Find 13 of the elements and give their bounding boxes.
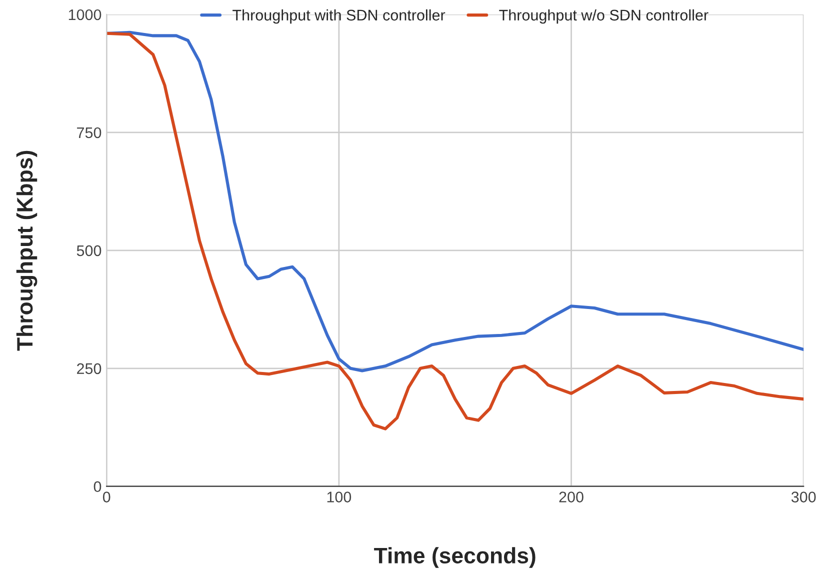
y-tick-label: 500 — [76, 245, 102, 256]
x-tick-label: 300 — [791, 492, 816, 502]
x-tick-label: 100 — [327, 492, 352, 502]
y-tick-label: 1000 — [68, 9, 102, 20]
y-tick-label: 250 — [77, 363, 102, 374]
legend-label: Throughput with SDN controller — [232, 9, 446, 24]
y-tick-label: 750 — [77, 127, 102, 138]
x-tick-label: 200 — [559, 492, 584, 502]
y-tick-label: 0 — [94, 481, 102, 492]
x-axis-title: Time (seconds) — [374, 547, 536, 568]
x-tick-label: 0 — [102, 492, 110, 502]
y-axis-title: Throughput (Kbps) — [16, 150, 38, 351]
legend-label: Throughput w/o SDN controller — [499, 9, 708, 24]
